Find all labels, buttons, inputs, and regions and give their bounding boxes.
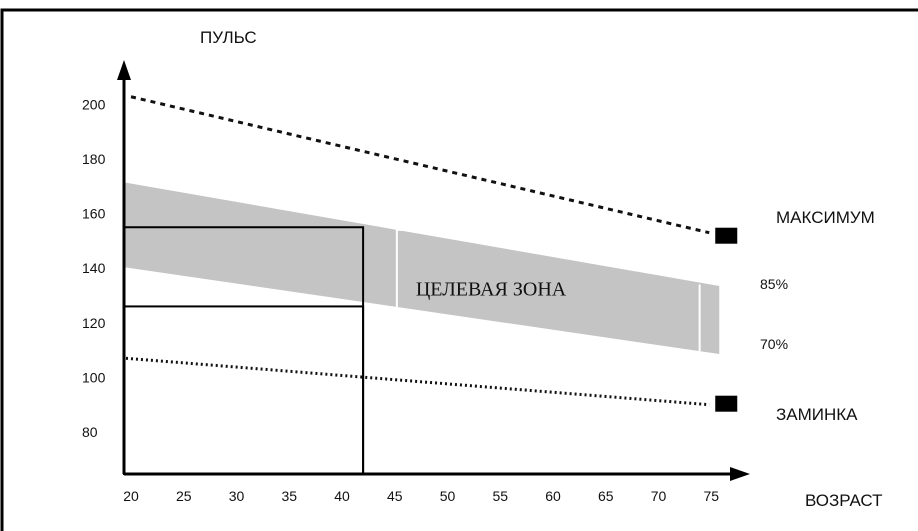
y-axis-arrow bbox=[117, 60, 131, 80]
target-zone-band bbox=[124, 182, 720, 354]
x-tick-20: 20 bbox=[123, 488, 139, 504]
y-tick-140: 140 bbox=[82, 260, 106, 276]
y-tick-200: 200 bbox=[82, 96, 106, 112]
x-tick-75: 75 bbox=[703, 488, 719, 504]
x-axis-title: ВОЗРАСТ bbox=[805, 491, 883, 510]
x-tick-25: 25 bbox=[176, 488, 192, 504]
x-tick-70: 70 bbox=[651, 488, 667, 504]
x-tick-30: 30 bbox=[229, 488, 245, 504]
example-lower-rect bbox=[123, 305, 365, 476]
y-tick-180: 180 bbox=[82, 151, 106, 167]
target-zone-label-box bbox=[395, 228, 405, 307]
x-tick-40: 40 bbox=[334, 488, 350, 504]
series-label-cooldown: ЗАМИНКА bbox=[776, 405, 858, 424]
y-tick-100: 100 bbox=[82, 369, 106, 385]
x-axis-arrow bbox=[730, 467, 750, 481]
cooldown-marker bbox=[715, 395, 738, 412]
x-tick-50: 50 bbox=[440, 488, 456, 504]
x-tick-60: 60 bbox=[545, 488, 561, 504]
zone-upper-label: 85% bbox=[760, 276, 788, 292]
x-tick-45: 45 bbox=[387, 488, 403, 504]
series-label-max: МАКСИМУМ bbox=[776, 208, 875, 227]
y-axis-title: ПУЛЬС bbox=[200, 28, 257, 47]
x-tick-labels: 20 25 30 35 40 45 50 55 60 65 70 75 bbox=[123, 488, 719, 504]
zone-lower-label: 70% bbox=[760, 336, 788, 352]
cooldown-line bbox=[125, 356, 710, 407]
y-tick-160: 160 bbox=[82, 206, 106, 222]
chart-frame bbox=[0, 8, 918, 531]
max-marker bbox=[715, 227, 738, 244]
x-tick-65: 65 bbox=[598, 488, 614, 504]
y-tick-120: 120 bbox=[82, 315, 106, 331]
target-zone-label: ЦЕЛЕВАЯ ЗОНА bbox=[416, 279, 567, 301]
y-tick-80: 80 bbox=[82, 424, 98, 440]
x-tick-55: 55 bbox=[492, 488, 508, 504]
y-tick-labels: 80 100 120 140 160 180 200 bbox=[82, 96, 106, 440]
x-tick-35: 35 bbox=[281, 488, 297, 504]
